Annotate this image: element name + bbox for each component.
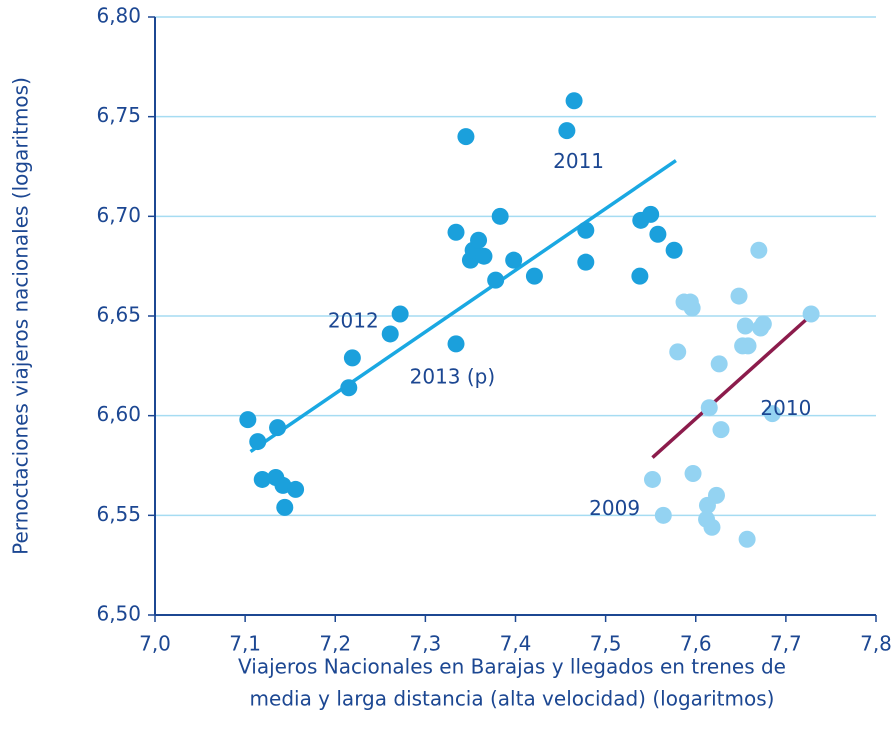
annotation: 2013 (p): [410, 364, 496, 388]
point: [654, 506, 672, 524]
point: [649, 225, 667, 243]
point: [577, 221, 595, 239]
point: [343, 349, 361, 367]
point: [505, 251, 523, 269]
point: [730, 287, 748, 305]
x-tick-label: 7,2: [319, 632, 351, 656]
point: [643, 470, 661, 488]
point: [642, 205, 660, 223]
y-tick-label: 6,70: [96, 203, 141, 227]
point: [249, 433, 267, 451]
point: [276, 498, 294, 516]
point: [253, 470, 271, 488]
point: [703, 518, 721, 536]
point: [754, 315, 772, 333]
point: [669, 343, 687, 361]
x-tick-label: 7,0: [139, 632, 171, 656]
point: [475, 247, 493, 265]
y-tick-label: 6,65: [96, 303, 141, 327]
point: [447, 223, 465, 241]
point: [700, 399, 718, 417]
point: [391, 305, 409, 323]
x-tick-label: 7,8: [860, 632, 892, 656]
point: [269, 419, 287, 437]
point: [683, 299, 701, 317]
y-tick-label: 6,75: [96, 103, 141, 127]
x-tick-label: 7,5: [590, 632, 622, 656]
x-tick-label: 7,1: [229, 632, 261, 656]
annotation: 2011: [553, 149, 604, 173]
y-tick-label: 6,60: [96, 402, 141, 426]
point: [565, 92, 583, 110]
x-tick-label: 7,7: [770, 632, 802, 656]
x-tick-label: 7,6: [680, 632, 712, 656]
annotation: 2010: [760, 396, 811, 420]
y-tick-label: 6,50: [96, 602, 141, 626]
point: [707, 486, 725, 504]
trend-line: [651, 314, 812, 459]
point: [577, 253, 595, 271]
point: [487, 271, 505, 289]
y-axis-label: Pernoctaciones viajeros nacionales (loga…: [9, 77, 33, 555]
point: [447, 335, 465, 353]
x-axis-label: Viajeros Nacionales en Barajas y llegado…: [238, 655, 786, 679]
point: [738, 530, 756, 548]
point: [340, 379, 358, 397]
point: [710, 355, 728, 373]
point: [457, 128, 475, 146]
x-axis-label: media y larga distancia (alta velocidad)…: [250, 687, 775, 711]
point: [763, 405, 781, 423]
point: [665, 241, 683, 259]
point: [739, 337, 757, 355]
point: [381, 325, 399, 343]
point: [736, 317, 754, 335]
point: [558, 122, 576, 140]
x-tick-label: 7,4: [500, 632, 532, 656]
point: [491, 207, 509, 225]
point: [525, 267, 543, 285]
point: [239, 411, 257, 429]
point: [631, 267, 649, 285]
point: [470, 231, 488, 249]
y-tick-label: 6,55: [96, 502, 141, 526]
annotation: 2009: [589, 496, 640, 520]
point: [287, 480, 305, 498]
point: [684, 464, 702, 482]
point: [750, 241, 768, 259]
y-tick-label: 6,80: [96, 4, 141, 28]
annotation: 2012: [328, 308, 379, 332]
trend-line: [249, 159, 677, 453]
point: [712, 421, 730, 439]
point: [802, 305, 820, 323]
x-tick-label: 7,3: [409, 632, 441, 656]
